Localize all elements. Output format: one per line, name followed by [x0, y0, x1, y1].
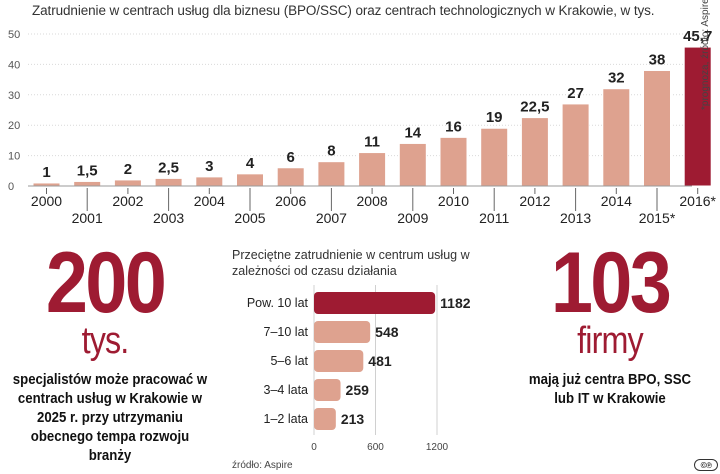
bar-2012	[520, 117, 549, 187]
hbar-4	[314, 408, 336, 430]
y-tick-label: 20	[8, 120, 20, 132]
hbar-value-label: 548	[375, 324, 399, 340]
y-tick-label: 30	[8, 90, 20, 102]
chart-footnote: *prognoza, źródło: Aspire	[700, 0, 711, 110]
bar-value-label: 16	[445, 118, 462, 135]
bar-2005	[236, 173, 264, 187]
chart-title: Zatrudnienie w centrach usług dla biznes…	[32, 3, 655, 18]
bar-value-label: 19	[486, 109, 503, 126]
x-tick-label: 2006	[275, 193, 306, 209]
bar-value-label: 1,5	[77, 162, 98, 179]
bar-value-label: 2,5	[158, 159, 179, 176]
bar-value-label: 22,5	[520, 99, 549, 116]
bar-2004	[195, 176, 224, 187]
bar-2010	[439, 136, 468, 187]
bar-value-label: 1	[42, 164, 50, 181]
average-employment-bar-chart: 0 600 1200 Pow. 10 lat 1182 7–10 lat 548 5–6 la…	[247, 285, 471, 453]
bar-2003	[154, 177, 183, 187]
hbar-1	[314, 321, 371, 343]
x-tick-label: 2007	[316, 210, 347, 226]
bar-2002	[113, 179, 142, 187]
x-tick-label: 1200	[426, 442, 449, 453]
employment-bar-chart: 0 10 20 30 40 50 1 2000 1,5 2001 2 2002 2,5 2003 3 2004…	[8, 28, 717, 226]
x-tick-label: 600	[367, 442, 384, 453]
category-label: Pow. 10 lat	[247, 296, 309, 310]
left-stat-number: 200	[45, 235, 167, 331]
category-label: 5–6 lat	[270, 354, 308, 368]
x-tick-label: 2014	[601, 193, 632, 209]
bar-2014	[602, 88, 631, 187]
bar-2006	[276, 167, 305, 187]
bar-2011	[480, 127, 509, 187]
bar-value-label: 4	[246, 155, 255, 172]
hbar-2	[314, 350, 364, 372]
y-tick-label: 0	[8, 181, 14, 193]
x-tick-label: 2002	[112, 193, 143, 209]
bar-value-label: 27	[567, 85, 584, 102]
y-tick-label: 40	[8, 59, 20, 71]
hbar-3	[314, 379, 341, 401]
inset-chart-title: Przeciętne zatrudnienie w centrum usług …	[232, 248, 470, 278]
x-tick-label: 2008	[357, 193, 388, 209]
x-tick-label: 2013	[560, 210, 591, 226]
inset-source: źródło: Aspire	[232, 460, 293, 471]
bar-2008	[358, 152, 387, 187]
x-tick-label: 2012	[519, 193, 550, 209]
hbar-value-label: 259	[346, 382, 370, 398]
x-tick-label: 2001	[72, 210, 103, 226]
right-stat-unit: firmy	[577, 320, 644, 362]
x-tick-label: 2016*	[679, 193, 716, 209]
x-tick-label: 0	[311, 442, 317, 453]
hbar-value-label: 481	[368, 353, 392, 369]
x-tick-label: 2004	[194, 193, 225, 209]
x-tick-label: 2011	[479, 210, 509, 226]
bar-value-label: 32	[608, 70, 625, 87]
bar-2007	[317, 161, 346, 187]
bar-value-label: 8	[327, 143, 335, 160]
bar-value-label: 3	[205, 158, 213, 175]
left-stat-unit: tys.	[81, 320, 130, 362]
bar-2016	[683, 46, 712, 187]
license-badge: ©℗	[694, 459, 718, 471]
bar-2009	[398, 142, 427, 187]
bar-value-label: 14	[404, 124, 421, 141]
bar-value-label: 6	[287, 149, 295, 166]
category-label: 7–10 lat	[264, 325, 309, 339]
x-tick-label: 2009	[397, 210, 428, 226]
hbar-0	[314, 292, 436, 314]
bar-2001	[73, 180, 102, 187]
x-tick-label: 2015*	[639, 210, 676, 226]
y-tick-label: 10	[8, 151, 20, 163]
bar-value-label: 11	[364, 134, 380, 151]
right-stat-number: 103	[550, 235, 672, 331]
category-label: 1–2 lata	[264, 412, 309, 426]
x-tick-label: 2000	[31, 193, 62, 209]
bar-value-label: 45,7	[683, 28, 712, 45]
y-tick-label: 50	[8, 29, 20, 41]
right-stat-description: mają już centra BPO, SSC lub IT w Krakow…	[528, 371, 692, 407]
x-tick-label: 2003	[153, 210, 184, 226]
x-tick-label: 2005	[234, 210, 265, 226]
bar-value-label: 2	[124, 161, 132, 178]
hbar-value-label: 1182	[440, 295, 471, 311]
category-label: 3–4 lata	[264, 383, 309, 397]
x-tick-label: 2010	[438, 193, 469, 209]
bar-2013	[561, 103, 590, 187]
bar-value-label: 38	[649, 51, 666, 68]
left-stat-description: specjalistów może pracować w centrach us…	[12, 371, 208, 464]
bar-2015	[643, 69, 671, 187]
hbar-value-label: 213	[341, 411, 365, 427]
